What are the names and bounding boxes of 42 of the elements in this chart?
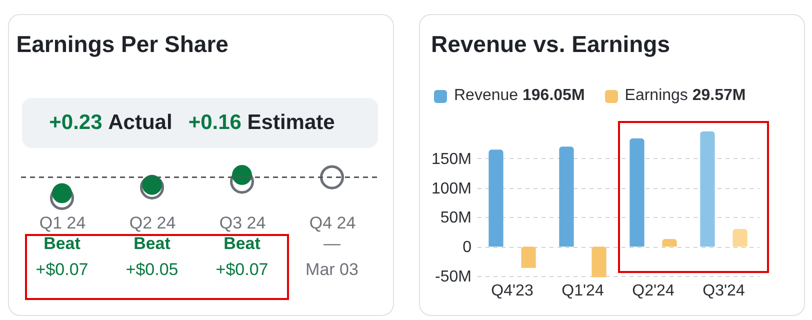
x-tick-label: Q1'24 (562, 282, 604, 300)
y-tick-label: -50M (435, 268, 472, 286)
bar (662, 239, 677, 247)
bar (521, 246, 536, 268)
bar (559, 146, 574, 247)
text: Beat (224, 234, 261, 253)
text: +$0.07 (216, 260, 268, 279)
x-tick-label: Q4 24 (309, 214, 356, 232)
text: +0.16 (188, 111, 242, 135)
chart-title: Revenue vs. Earnings (430, 31, 670, 57)
bar (488, 150, 504, 247)
x-tick-label: Q3'24 (702, 282, 745, 300)
text: Beat (134, 234, 171, 253)
x-tick-label: Q2 24 (129, 214, 176, 232)
series-label: Estimate (247, 111, 335, 135)
bar (700, 131, 715, 247)
text: 29.57M (692, 87, 746, 105)
text: Actual (108, 111, 172, 135)
text: +$0.07 (36, 260, 88, 279)
point (52, 183, 72, 204)
y-tick-label: 50M (440, 210, 472, 227)
x-tick-label: Q4'23 (491, 282, 534, 300)
text: Mar 03 (306, 260, 358, 279)
legend-label: Earnings (624, 87, 688, 105)
point (320, 165, 344, 190)
bar (592, 246, 606, 278)
text: +0.23 (49, 111, 102, 135)
chart-title: Earnings Per Share (16, 31, 228, 58)
x-tick-label: Q2'24 (632, 282, 674, 300)
bar (630, 138, 644, 247)
legend-label: Revenue (454, 87, 518, 105)
y-tick-label: 0 (462, 239, 472, 256)
y-tick-label: 100M (431, 180, 472, 198)
text: — (324, 234, 340, 253)
text: 196.05M (522, 87, 585, 105)
y-tick-label: 150M (431, 150, 472, 168)
point (232, 165, 252, 185)
bar (732, 229, 748, 247)
text: Beat (44, 234, 81, 253)
x-tick-label: Q3 24 (219, 214, 266, 232)
text: +$0.05 (126, 260, 178, 279)
x-tick-label: Q1 24 (39, 214, 86, 232)
